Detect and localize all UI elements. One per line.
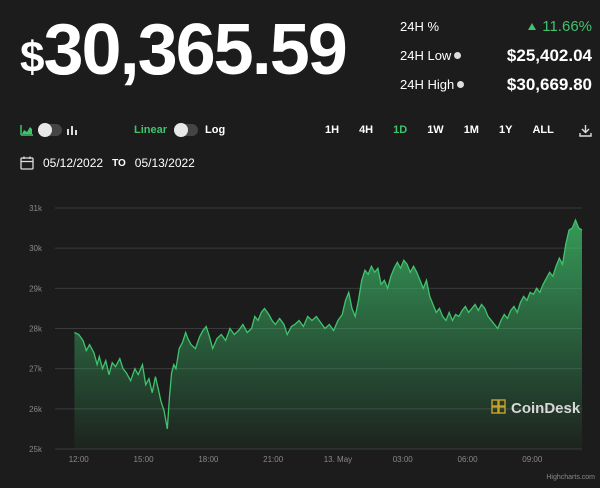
scale-toggle[interactable]: Linear Log [134,123,226,137]
date-from[interactable]: 05/12/2022 [43,156,104,170]
y-tick-label: 27k [29,365,43,374]
stat-label: 24H Low [400,48,462,63]
price-chart[interactable]: 25k 26k 27k 28k 29k 30k 31k 12:00 15:00 18:00 21:0… [0,192,600,483]
price-display: $ 30,365.59 [20,10,348,90]
scale-switch[interactable] [174,123,199,137]
stat-value: 11.66% [528,18,592,35]
date-to[interactable]: 05/13/2022 [134,156,195,170]
price-value: 30,365.59 [43,10,347,90]
y-tick-label: 30k [29,244,43,253]
stat-value: $30,669.80 [506,74,592,94]
up-triangle-icon [528,23,537,30]
calendar-icon[interactable] [20,156,34,170]
time-range-selector: 1H 4H 1D 1W 1M 1Y ALL [325,124,574,136]
x-tick-label: 09:00 [522,455,543,464]
stat-label: 24H High [400,77,465,92]
y-tick-label: 31k [29,204,43,213]
stats-panel: 24H % 11.66% 24H Low $25,402.04 24H High… [400,12,592,99]
range-1m[interactable]: 1M [463,124,479,136]
x-tick-label: 03:00 [393,455,414,464]
stat-value-text: 11.66% [542,18,592,35]
stat-label-text: 24H Low [400,48,452,63]
download-icon[interactable] [579,124,592,137]
info-icon[interactable] [457,81,465,88]
date-to-label: TO [112,157,126,169]
price-chart-svg[interactable]: 25k 26k 27k 28k 29k 30k 31k 12:00 15:00 18:00 21:0… [0,192,600,483]
range-1y[interactable]: 1Y [498,124,513,136]
stat-label: 24H % [400,19,440,34]
y-tick-label: 29k [29,284,43,293]
coindesk-logo-icon [491,399,506,414]
price-area [74,220,582,449]
stat-row-24h-low: 24H Low $25,402.04 [400,41,592,70]
coindesk-watermark: CoinDesk [491,399,581,417]
range-1w[interactable]: 1W [427,124,444,136]
y-tick-label: 25k [29,445,43,454]
y-tick-label: 28k [29,325,43,334]
chart-credit: Highcharts.com [546,474,595,481]
bar-chart-icon[interactable] [66,124,78,136]
x-tick-label: 12:00 [69,455,90,464]
area-chart-icon[interactable] [20,124,34,136]
price-currency-symbol: $ [20,33,45,82]
scale-log-label[interactable]: Log [205,124,226,136]
stat-value: $25,402.04 [506,45,592,65]
range-1h[interactable]: 1H [325,124,340,136]
x-tick-label: 15:00 [134,455,155,464]
x-tick-label: 06:00 [458,455,479,464]
stat-row-24h-high: 24H High $30,669.80 [400,70,592,99]
scale-linear-label[interactable]: Linear [134,124,168,136]
x-tick-label: 13. May [324,455,352,464]
range-4h[interactable]: 4H [359,124,374,136]
chart-type-toggle[interactable] [20,123,78,137]
date-range: 05/12/2022 TO 05/13/2022 [20,156,195,170]
x-tick-label: 21:00 [263,455,284,464]
y-tick-label: 26k [29,405,43,414]
stat-row-24h-change: 24H % 11.66% [400,12,592,41]
stat-label-text: 24H High [400,77,455,92]
range-1d[interactable]: 1D [393,124,408,136]
watermark-text: CoinDesk [511,400,581,417]
info-icon[interactable] [454,52,462,59]
chart-toolbar: Linear Log 1H 4H 1D 1W 1M 1Y ALL [20,123,592,142]
range-all[interactable]: ALL [532,124,554,136]
price-line [74,218,583,430]
chart-type-switch[interactable] [38,123,62,137]
x-tick-label: 18:00 [198,455,219,464]
